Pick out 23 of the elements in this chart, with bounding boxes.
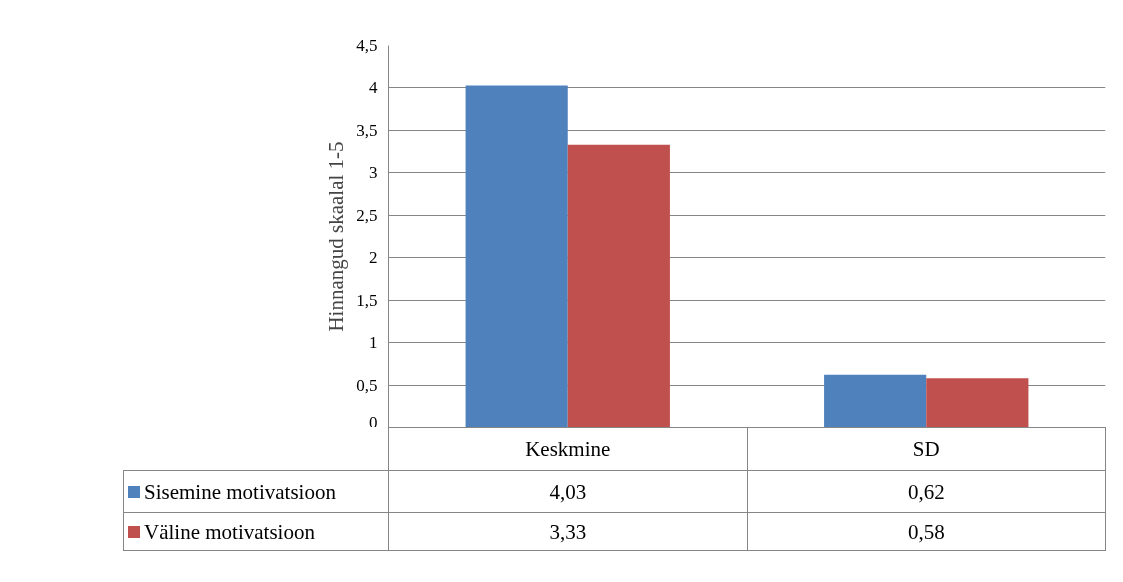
y-tick-label: 2,5 <box>356 205 378 225</box>
y-tick-label: 0 <box>369 412 378 432</box>
bar <box>926 378 1029 427</box>
bar <box>824 374 927 427</box>
data-label: 4,03 <box>388 470 748 513</box>
data-label: 0,58 <box>746 512 1106 551</box>
y-axis-title: Hinnangud skaalal 1-5 <box>324 141 349 332</box>
data-label: 0,62 <box>746 470 1106 513</box>
y-tick-label: 0,5 <box>356 375 378 395</box>
x-tick-label: Keskmine <box>388 427 748 471</box>
y-tick-label: 1,5 <box>356 290 378 310</box>
bar <box>567 144 670 427</box>
y-tick-label: 3 <box>369 163 378 183</box>
data-label: 3,33 <box>388 512 748 551</box>
y-tick-label: 4,5 <box>356 36 378 55</box>
legend-label: Sisemine motivatsioon <box>144 478 336 506</box>
x-tick-label: SD <box>746 427 1106 471</box>
y-tick-label: 2 <box>369 248 378 268</box>
y-tick-label: 4 <box>369 78 378 98</box>
y-tick-label: 1 <box>369 333 378 353</box>
y-tick-label: 3,5 <box>356 120 378 140</box>
bar <box>465 85 568 427</box>
legend-label: Väline motivatsioon <box>144 518 315 546</box>
